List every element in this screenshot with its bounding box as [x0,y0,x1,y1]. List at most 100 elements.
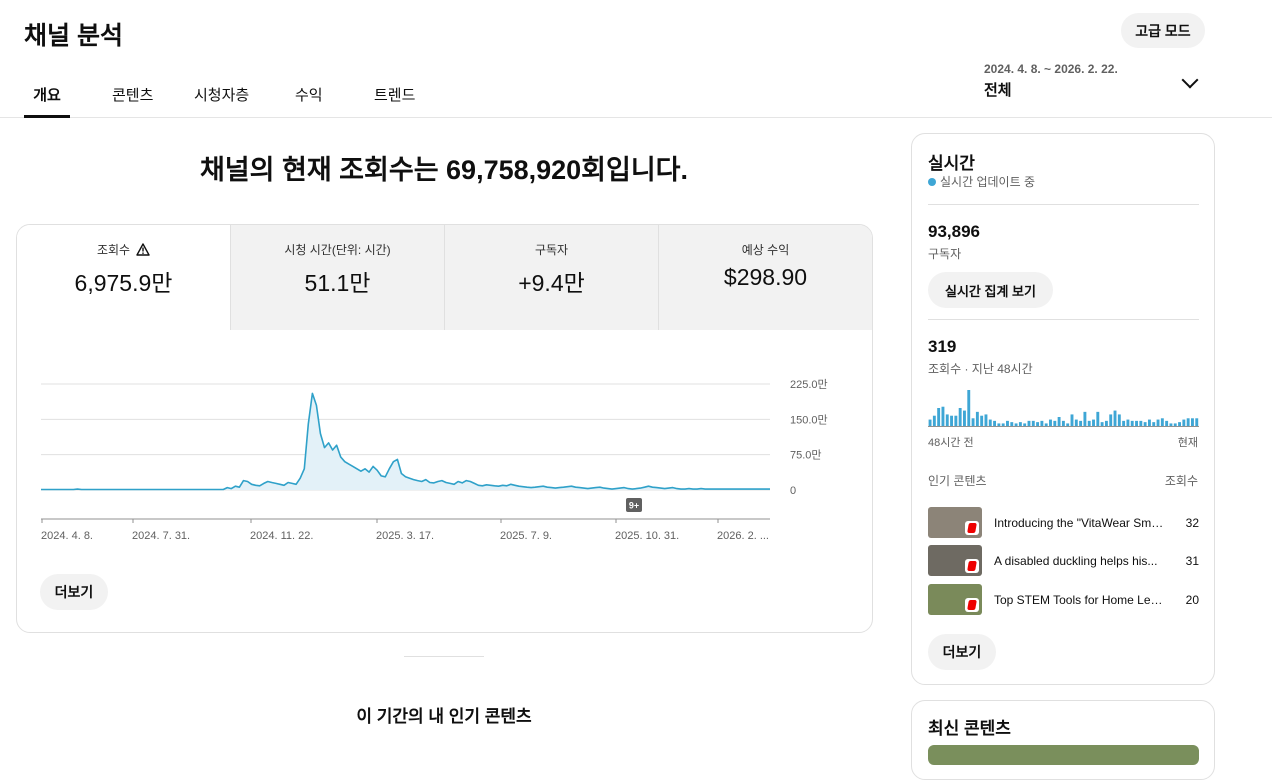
bar[interactable] [1143,422,1147,426]
popular-head: 인기 콘텐츠 [928,474,987,488]
bar[interactable] [1070,414,1074,426]
bar[interactable] [1079,420,1083,426]
bar[interactable] [1031,420,1035,426]
bar[interactable] [1010,422,1014,426]
bar[interactable] [1018,422,1022,426]
popular-item[interactable]: Introducing the "VitaWear Smart... 32 [928,507,1199,538]
bar[interactable] [1147,419,1151,426]
live-dot-icon [928,177,936,186]
bar[interactable] [1040,420,1044,426]
bar[interactable] [1178,422,1181,426]
video-thumbnail[interactable] [928,584,982,615]
bar[interactable] [1191,418,1194,426]
bar[interactable] [950,415,954,426]
bar[interactable] [1023,423,1027,426]
bar[interactable] [975,411,979,426]
video-thumbnail[interactable] [928,507,982,538]
bar[interactable] [1156,419,1160,426]
video-title[interactable]: Top STEM Tools for Home Learning [994,592,1164,607]
bar[interactable] [1006,420,1009,426]
bar[interactable] [1036,422,1040,426]
tab-content[interactable]: 콘텐츠 [112,87,154,104]
tab-revenue[interactable]: 수익 [295,87,323,104]
bar[interactable] [997,423,1001,426]
bar[interactable] [1169,423,1173,426]
tab-trends[interactable]: 트렌드 [374,87,416,104]
bar[interactable] [945,414,949,426]
bar[interactable] [1122,420,1126,426]
views-chart[interactable]: 225.0만 150.0만 75.0만 0 2024. 4. 8. 2024. 7. 31… [37,361,857,547]
notes-badge-label: 9+ [629,501,639,511]
bar[interactable] [971,418,975,426]
bar[interactable] [1014,423,1018,426]
bar[interactable] [954,415,958,426]
metric-value: 6,975.9만 [74,270,173,296]
bar[interactable] [1160,418,1164,426]
more-button[interactable]: 더보기 [928,634,996,670]
date-range-picker[interactable]: 2024. 4. 8. ~ 2026. 2. 22. 전체 [984,62,1204,102]
bar[interactable] [963,410,966,426]
bar[interactable] [984,414,988,426]
shorts-icon [965,598,979,612]
metric-revenue[interactable]: 예상 수익 $298.90 [658,225,872,330]
popular-item[interactable]: Top STEM Tools for Home Learning 20 [928,584,1199,615]
bar[interactable] [1066,423,1070,426]
metric-label: 조회수 [96,243,131,257]
notes-badge[interactable] [626,498,642,512]
bar[interactable] [1087,420,1091,426]
bar[interactable] [1083,411,1087,426]
views48-count: 319 [928,337,957,356]
bar[interactable] [1182,419,1186,426]
bar[interactable] [1092,419,1095,426]
bar[interactable] [932,415,936,426]
bar[interactable] [1053,420,1057,426]
x-tick-label: 2025. 7. 9. [500,530,552,542]
video-thumbnail[interactable] [928,545,982,576]
bar[interactable] [1061,420,1065,426]
bar[interactable] [1130,420,1134,426]
bar[interactable] [1001,423,1005,426]
bar[interactable] [1044,423,1048,426]
bar[interactable] [1049,419,1052,426]
bar[interactable] [1117,414,1121,426]
bar[interactable] [1100,422,1104,426]
bar[interactable] [1173,423,1177,426]
bar[interactable] [941,406,945,426]
metric-watch-time[interactable]: 시청 시간(단위: 시간) 51.1만 [230,225,444,330]
bar[interactable] [1109,414,1113,426]
metric-subscribers[interactable]: 구독자 +9.4만 [444,225,658,330]
bar[interactable] [958,408,962,426]
bar[interactable] [1152,422,1156,426]
bar[interactable] [980,415,984,426]
bar[interactable] [993,420,997,426]
views48-bar-chart[interactable] [928,384,1199,427]
bar[interactable] [1165,420,1169,426]
bar[interactable] [967,390,971,426]
bar[interactable] [988,419,992,426]
bar[interactable] [1195,418,1199,426]
metric-label: 시청 시간(단위: 시간) [284,243,391,257]
bar[interactable] [1186,418,1190,426]
advanced-mode-button[interactable]: 고급 모드 [1121,13,1205,48]
bar[interactable] [1104,420,1108,426]
bar[interactable] [1074,419,1078,426]
metric-views[interactable]: 조회수 6,975.9만 [17,225,230,330]
bar[interactable] [1135,420,1138,426]
bar[interactable] [1113,410,1117,426]
bar[interactable] [1126,419,1130,426]
bar[interactable] [1027,420,1031,426]
popular-item[interactable]: A disabled duckling helps his... 31 [928,545,1199,576]
bar[interactable] [937,408,941,426]
date-range-value: 전체 [984,82,1012,99]
latest-video-thumbnail[interactable] [928,745,1199,765]
video-title[interactable]: Introducing the "VitaWear Smart... [994,515,1164,530]
bar[interactable] [1057,417,1061,426]
bar[interactable] [1096,411,1100,426]
bar[interactable] [928,419,932,426]
realtime-view-button[interactable]: 실시간 집계 보기 [928,272,1053,308]
more-button[interactable]: 더보기 [40,574,108,610]
tab-overview[interactable]: 개요 [24,70,70,118]
tab-audience[interactable]: 시청자층 [194,87,250,104]
bar[interactable] [1139,420,1143,426]
video-title[interactable]: A disabled duckling helps his... [994,553,1158,568]
